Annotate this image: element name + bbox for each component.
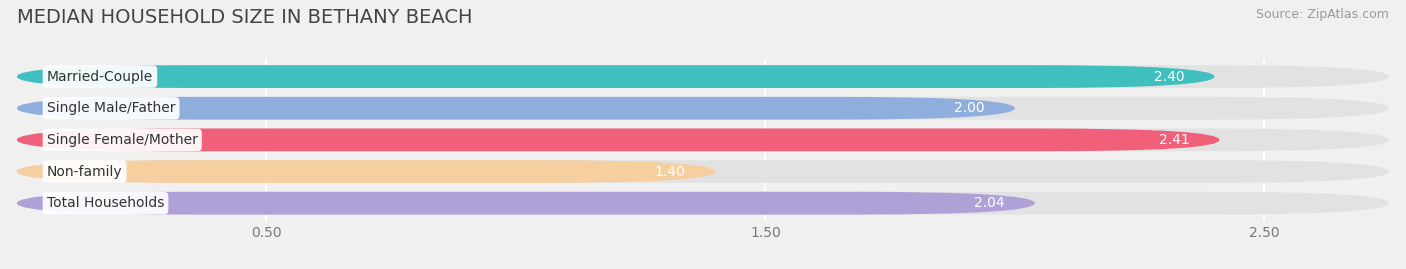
Text: 2.40: 2.40 xyxy=(1154,70,1184,84)
FancyBboxPatch shape xyxy=(17,65,1215,88)
FancyBboxPatch shape xyxy=(17,97,1389,120)
Text: Total Households: Total Households xyxy=(46,196,165,210)
Text: 2.04: 2.04 xyxy=(974,196,1005,210)
FancyBboxPatch shape xyxy=(17,65,1389,88)
FancyBboxPatch shape xyxy=(17,160,716,183)
FancyBboxPatch shape xyxy=(17,160,1389,183)
Text: Married-Couple: Married-Couple xyxy=(46,70,153,84)
Text: MEDIAN HOUSEHOLD SIZE IN BETHANY BEACH: MEDIAN HOUSEHOLD SIZE IN BETHANY BEACH xyxy=(17,8,472,27)
Text: 2.41: 2.41 xyxy=(1159,133,1189,147)
FancyBboxPatch shape xyxy=(17,129,1389,151)
Text: Single Female/Mother: Single Female/Mother xyxy=(46,133,198,147)
Text: Non-family: Non-family xyxy=(46,165,122,179)
FancyBboxPatch shape xyxy=(17,129,1219,151)
Text: 2.00: 2.00 xyxy=(955,101,986,115)
Text: Source: ZipAtlas.com: Source: ZipAtlas.com xyxy=(1256,8,1389,21)
Text: Single Male/Father: Single Male/Father xyxy=(46,101,176,115)
FancyBboxPatch shape xyxy=(17,192,1035,215)
FancyBboxPatch shape xyxy=(17,97,1015,120)
Text: 1.40: 1.40 xyxy=(655,165,686,179)
FancyBboxPatch shape xyxy=(17,192,1389,215)
